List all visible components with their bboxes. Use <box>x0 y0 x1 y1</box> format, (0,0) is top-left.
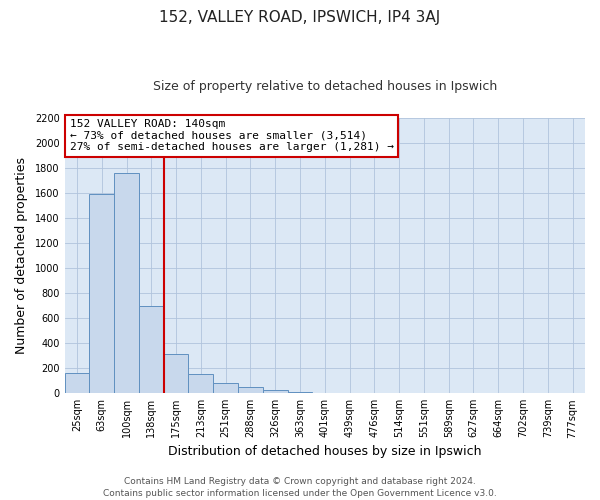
Bar <box>164 354 188 393</box>
Bar <box>139 306 164 393</box>
Bar <box>287 392 313 393</box>
Title: Size of property relative to detached houses in Ipswich: Size of property relative to detached ho… <box>152 80 497 93</box>
Bar <box>114 173 139 393</box>
Text: Contains HM Land Registry data © Crown copyright and database right 2024.
Contai: Contains HM Land Registry data © Crown c… <box>103 476 497 498</box>
Y-axis label: Number of detached properties: Number of detached properties <box>15 157 28 354</box>
Bar <box>65 373 89 393</box>
Text: 152, VALLEY ROAD, IPSWICH, IP4 3AJ: 152, VALLEY ROAD, IPSWICH, IP4 3AJ <box>160 10 440 25</box>
Bar <box>213 383 238 393</box>
Bar <box>238 387 263 393</box>
X-axis label: Distribution of detached houses by size in Ipswich: Distribution of detached houses by size … <box>168 444 482 458</box>
Text: 152 VALLEY ROAD: 140sqm
← 73% of detached houses are smaller (3,514)
27% of semi: 152 VALLEY ROAD: 140sqm ← 73% of detache… <box>70 119 394 152</box>
Bar <box>188 374 213 393</box>
Bar <box>89 194 114 393</box>
Bar <box>263 390 287 393</box>
